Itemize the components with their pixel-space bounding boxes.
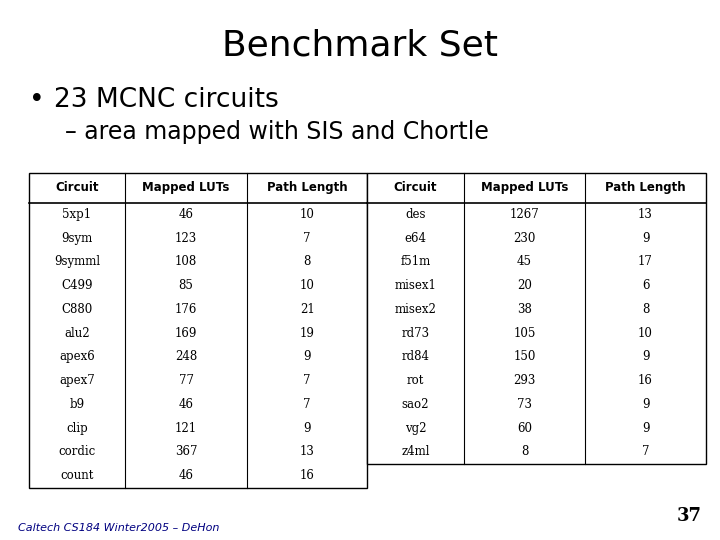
Text: 176: 176 [175, 303, 197, 316]
Text: 38: 38 [517, 303, 532, 316]
Text: 169: 169 [175, 327, 197, 340]
Text: 7: 7 [642, 446, 649, 458]
Text: f51m: f51m [400, 255, 431, 268]
Text: 16: 16 [300, 469, 315, 482]
Text: 16: 16 [638, 374, 653, 387]
Text: cordic: cordic [58, 446, 96, 458]
Text: Mapped LUTs: Mapped LUTs [143, 181, 230, 194]
Text: C880: C880 [61, 303, 93, 316]
Text: 77: 77 [179, 374, 194, 387]
Text: 9sym: 9sym [61, 232, 93, 245]
Text: 10: 10 [300, 208, 315, 221]
Text: Circuit: Circuit [55, 181, 99, 194]
Text: 8: 8 [521, 446, 528, 458]
Text: Path Length: Path Length [267, 181, 348, 194]
Text: 248: 248 [175, 350, 197, 363]
Text: Mapped LUTs: Mapped LUTs [481, 181, 568, 194]
Text: 73: 73 [517, 398, 532, 411]
Text: 293: 293 [513, 374, 536, 387]
Text: sao2: sao2 [402, 398, 429, 411]
Text: 45: 45 [517, 255, 532, 268]
Text: 9: 9 [642, 232, 649, 245]
Text: 7: 7 [303, 398, 311, 411]
Text: 9: 9 [642, 350, 649, 363]
Text: count: count [60, 469, 94, 482]
Text: 13: 13 [638, 208, 653, 221]
Text: b9: b9 [69, 398, 84, 411]
Text: 19: 19 [300, 327, 315, 340]
Text: 108: 108 [175, 255, 197, 268]
Text: 17: 17 [638, 255, 653, 268]
Text: 123: 123 [175, 232, 197, 245]
Text: misex1: misex1 [395, 279, 436, 292]
Text: 37: 37 [677, 507, 702, 525]
Text: 9: 9 [642, 398, 649, 411]
Text: 10: 10 [300, 279, 315, 292]
Text: rd73: rd73 [401, 327, 430, 340]
Text: 46: 46 [179, 208, 194, 221]
Text: C499: C499 [61, 279, 93, 292]
Text: vg2: vg2 [405, 422, 426, 435]
Text: 9symml: 9symml [54, 255, 100, 268]
Text: 367: 367 [175, 446, 197, 458]
Text: 13: 13 [300, 446, 315, 458]
Text: 21: 21 [300, 303, 315, 316]
Text: Path Length: Path Length [606, 181, 686, 194]
Text: 121: 121 [175, 422, 197, 435]
Text: – area mapped with SIS and Chortle: – area mapped with SIS and Chortle [65, 120, 489, 144]
Text: 7: 7 [303, 232, 311, 245]
Text: 60: 60 [517, 422, 532, 435]
Text: 9: 9 [303, 422, 311, 435]
Text: 20: 20 [517, 279, 532, 292]
Text: rd84: rd84 [402, 350, 429, 363]
Text: rot: rot [407, 374, 424, 387]
Text: misex2: misex2 [395, 303, 436, 316]
Text: Caltech CS184 Winter2005 – DeHon: Caltech CS184 Winter2005 – DeHon [18, 523, 220, 533]
Text: 8: 8 [303, 255, 311, 268]
Text: 85: 85 [179, 279, 194, 292]
Bar [367, 173, 706, 464]
Text: 150: 150 [513, 350, 536, 363]
Text: •: • [29, 87, 45, 113]
Text: alu2: alu2 [64, 327, 90, 340]
Text: 1267: 1267 [510, 208, 539, 221]
Text: Circuit: Circuit [394, 181, 437, 194]
Bar [29, 173, 367, 488]
Text: 10: 10 [638, 327, 653, 340]
Text: apex6: apex6 [59, 350, 95, 363]
Text: 7: 7 [303, 374, 311, 387]
Text: clip: clip [66, 422, 88, 435]
Text: e64: e64 [405, 232, 426, 245]
Text: 230: 230 [513, 232, 536, 245]
Text: 23 MCNC circuits: 23 MCNC circuits [54, 87, 279, 113]
Text: 46: 46 [179, 398, 194, 411]
Text: 46: 46 [179, 469, 194, 482]
Text: 6: 6 [642, 279, 649, 292]
Text: 105: 105 [513, 327, 536, 340]
Text: z4ml: z4ml [401, 446, 430, 458]
Text: apex7: apex7 [59, 374, 95, 387]
Text: 5xp1: 5xp1 [63, 208, 91, 221]
Text: 9: 9 [642, 422, 649, 435]
Text: 8: 8 [642, 303, 649, 316]
Text: 9: 9 [303, 350, 311, 363]
Text: des: des [405, 208, 426, 221]
Text: Benchmark Set: Benchmark Set [222, 29, 498, 63]
